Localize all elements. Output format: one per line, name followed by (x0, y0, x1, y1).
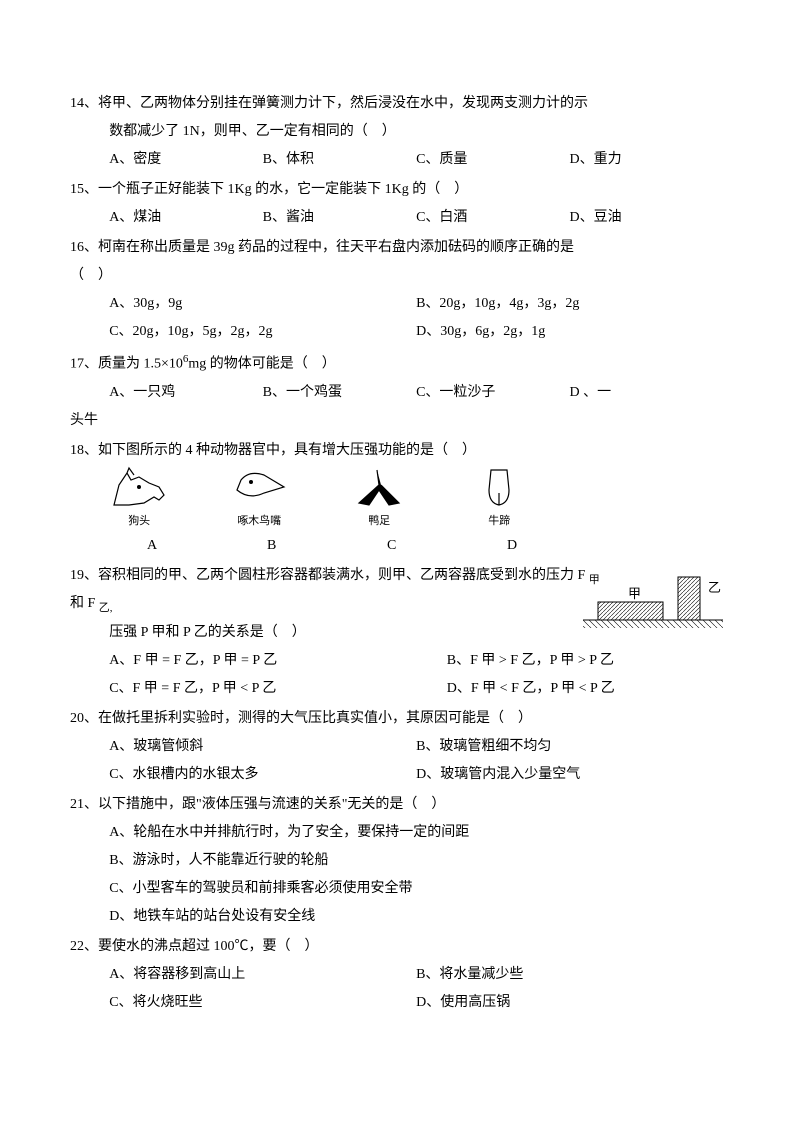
q17-stem: 17、质量为 1.5×106mg 的物体可能是（ ） (70, 348, 723, 379)
q14-a: A、密度 (109, 146, 262, 174)
q16-d: D、30g，6g，2g，1g (416, 318, 723, 346)
q15-b: B、酱油 (263, 204, 416, 232)
q22: 22、要使水的沸点超过 100℃，要（ ） A、将容器移到高山上 B、将水量减少… (70, 933, 723, 1017)
img-dog-head: 狗头 (109, 465, 169, 532)
q15: 15、一个瓶子正好能装下 1Kg 的水，它一定能装下 1Kg 的（ ） A、煤油… (70, 176, 723, 232)
woodpecker-icon (229, 465, 289, 510)
q18-lc: C (387, 532, 507, 560)
q18-lb: B (267, 532, 387, 560)
q21-stem: 21、以下措施中，跟"液体压强与流速的关系"无关的是（ ） (70, 791, 723, 819)
q21-a: A、轮船在水中并排航行时，为了安全，要保持一定的间距 (70, 819, 723, 847)
q16-b: B、20g，10g，4g，3g，2g (416, 290, 723, 318)
q17-tail: 头牛 (70, 407, 723, 435)
q20-c: C、水银槽内的水银太多 (109, 761, 416, 789)
q15-opts: A、煤油 B、酱油 C、白酒 D、豆油 (70, 204, 723, 232)
q20-stem: 20、在做托里拆利实验时，测得的大气压比真实值小，其原因可能是（ ） (70, 705, 723, 733)
q21-b: B、游泳时，人不能靠近行驶的轮船 (70, 847, 723, 875)
q22-opts: A、将容器移到高山上 B、将水量减少些 C、将火烧旺些 D、使用高压锅 (70, 961, 723, 1017)
q22-b: B、将水量减少些 (416, 961, 723, 989)
q16-stem2: （ ） (70, 262, 723, 290)
q17-b: B、一个鸡蛋 (263, 379, 416, 407)
q19-diagram: 甲 乙 (583, 572, 733, 643)
q19-d: D、F 甲 < F 乙，P 甲 < P 乙 (447, 675, 723, 703)
q21: 21、以下措施中，跟"液体压强与流速的关系"无关的是（ ） A、轮船在水中并排航… (70, 791, 723, 931)
label-jia: 甲 (628, 586, 641, 601)
q19: 19、容积相同的甲、乙两个圆柱形容器都装满水，则甲、乙两容器底受到水的压力 F … (70, 562, 723, 704)
q18-ld: D (507, 532, 627, 560)
q17-c: C、一粒沙子 (416, 379, 569, 407)
label-yi: 乙 (708, 580, 721, 595)
q14-stem2: 数都减少了 1N，则甲、乙一定有相同的（ ） (70, 118, 723, 146)
dog-head-icon (109, 465, 169, 510)
q14-stem: 14、将甲、乙两物体分别挂在弹簧测力计下，然后浸没在水中，发现两支测力计的示 (70, 90, 723, 118)
q14-opts: A、密度 B、体积 C、质量 D、重力 (70, 146, 723, 174)
img-ox-hoof: 牛蹄 (469, 465, 529, 532)
q15-a: A、煤油 (109, 204, 262, 232)
q16-stem: 16、柯南在称出质量是 39g 药品的过程中，往天平右盘内添加砝码的顺序正确的是 (70, 234, 723, 262)
q22-c: C、将火烧旺些 (109, 989, 416, 1017)
q18-images: 狗头 啄木鸟嘴 鸭足 牛蹄 (70, 465, 723, 532)
q16-opts: A、30g，9g B、20g，10g，4g，3g，2g C、20g，10g，5g… (70, 290, 723, 346)
q20-opts: A、玻璃管倾斜 B、玻璃管粗细不均匀 C、水银槽内的水银太多 D、玻璃管内混入少… (70, 733, 723, 789)
q17-d: D 、一 (570, 379, 723, 407)
q15-c: C、白酒 (416, 204, 569, 232)
img-duck-foot: 鸭足 (349, 465, 409, 532)
q14: 14、将甲、乙两物体分别挂在弹簧测力计下，然后浸没在水中，发现两支测力计的示 数… (70, 90, 723, 174)
q16-a: A、30g，9g (109, 290, 416, 318)
q19-c: C、F 甲 = F 乙，P 甲 < P 乙 (109, 675, 447, 703)
q21-d: D、地铁车站的站台处设有安全线 (70, 903, 723, 931)
q15-d: D、豆油 (570, 204, 723, 232)
ox-hoof-icon (469, 465, 529, 510)
q19-opts: A、F 甲 = F 乙，P 甲 = P 乙 B、F 甲 > F 乙，P 甲 > … (70, 647, 723, 703)
q17-a: A、一只鸡 (109, 379, 262, 407)
q14-d: D、重力 (570, 146, 723, 174)
duck-foot-icon (349, 465, 409, 510)
q16: 16、柯南在称出质量是 39g 药品的过程中，往天平右盘内添加砝码的顺序正确的是… (70, 234, 723, 346)
q22-stem: 22、要使水的沸点超过 100℃，要（ ） (70, 933, 723, 961)
q15-stem: 15、一个瓶子正好能装下 1Kg 的水，它一定能装下 1Kg 的（ ） (70, 176, 723, 204)
q20-a: A、玻璃管倾斜 (109, 733, 416, 761)
q14-b: B、体积 (263, 146, 416, 174)
q21-c: C、小型客车的驾驶员和前排乘客必须使用安全带 (70, 875, 723, 903)
q14-c: C、质量 (416, 146, 569, 174)
q18-la: A (147, 532, 267, 560)
q19-b: B、F 甲 > F 乙，P 甲 > P 乙 (447, 647, 723, 675)
q18-letters: A B C D (70, 532, 723, 560)
q22-d: D、使用高压锅 (416, 989, 723, 1017)
q20-b: B、玻璃管粗细不均匀 (416, 733, 723, 761)
q18: 18、如下图所示的 4 种动物器官中，具有增大压强功能的是（ ） 狗头 啄木鸟嘴… (70, 437, 723, 560)
q22-a: A、将容器移到高山上 (109, 961, 416, 989)
q20-d: D、玻璃管内混入少量空气 (416, 761, 723, 789)
q16-c: C、20g，10g，5g，2g，2g (109, 318, 416, 346)
img-woodpecker-beak: 啄木鸟嘴 (229, 465, 289, 532)
q18-stem: 18、如下图所示的 4 种动物器官中，具有增大压强功能的是（ ） (70, 437, 723, 465)
q20: 20、在做托里拆利实验时，测得的大气压比真实值小，其原因可能是（ ） A、玻璃管… (70, 705, 723, 789)
q17: 17、质量为 1.5×106mg 的物体可能是（ ） A、一只鸡 B、一个鸡蛋 … (70, 348, 723, 435)
q17-opts: A、一只鸡 B、一个鸡蛋 C、一粒沙子 D 、一 (70, 379, 723, 407)
q19-a: A、F 甲 = F 乙，P 甲 = P 乙 (109, 647, 447, 675)
